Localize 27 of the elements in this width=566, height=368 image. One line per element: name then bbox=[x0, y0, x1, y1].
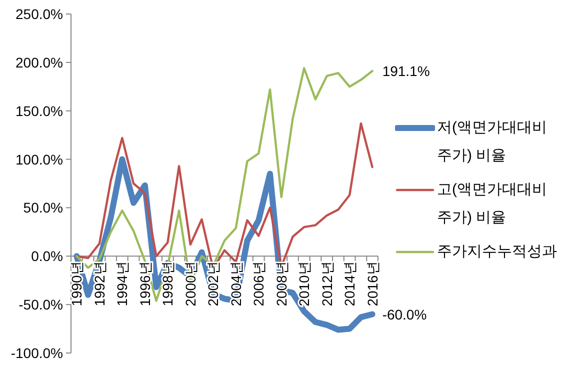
legend-label: 주가지수누적성과 bbox=[437, 242, 558, 262]
legend-label: 고(액면가대대비 주가) 비율 bbox=[437, 180, 548, 228]
x-tick-label: 2016년 bbox=[364, 261, 380, 306]
x-tick-label: 2012년 bbox=[318, 261, 335, 306]
y-tick-label: 0.0% bbox=[31, 248, 63, 264]
x-tick-label: 2000년 bbox=[182, 261, 198, 306]
y-tick-label: 200.0% bbox=[16, 54, 63, 70]
x-tick-label: 1992년 bbox=[91, 261, 108, 306]
annotation: 191.1% bbox=[382, 63, 430, 80]
y-tick-label: 50.0% bbox=[23, 200, 63, 216]
x-tick-label: 1998년 bbox=[160, 261, 176, 306]
y-tick-label: -100.0% bbox=[10, 345, 63, 361]
x-tick-label: 2008년 bbox=[273, 261, 290, 306]
x-tick-label: 2006년 bbox=[250, 261, 267, 306]
y-tick-label: 100.0% bbox=[16, 151, 63, 168]
y-tick-label: 250.0% bbox=[16, 6, 63, 22]
x-tick-label: 2010년 bbox=[296, 261, 312, 306]
x-tick-label: 2004년 bbox=[228, 261, 244, 306]
annotation: -60.0% bbox=[382, 306, 427, 322]
x-tick-label: 2014년 bbox=[342, 261, 358, 306]
x-tick-label: 2002년 bbox=[205, 261, 222, 306]
x-tick-label: 1994년 bbox=[114, 261, 130, 306]
x-tick-label: 1990년 bbox=[68, 261, 85, 306]
y-tick-label: 150.0% bbox=[16, 102, 63, 119]
x-tick-label: 1996년 bbox=[136, 261, 153, 306]
y-tick-label: -50.0% bbox=[18, 296, 63, 313]
legend-label: 저(액면가대대비 주가) 비율 bbox=[437, 118, 548, 166]
